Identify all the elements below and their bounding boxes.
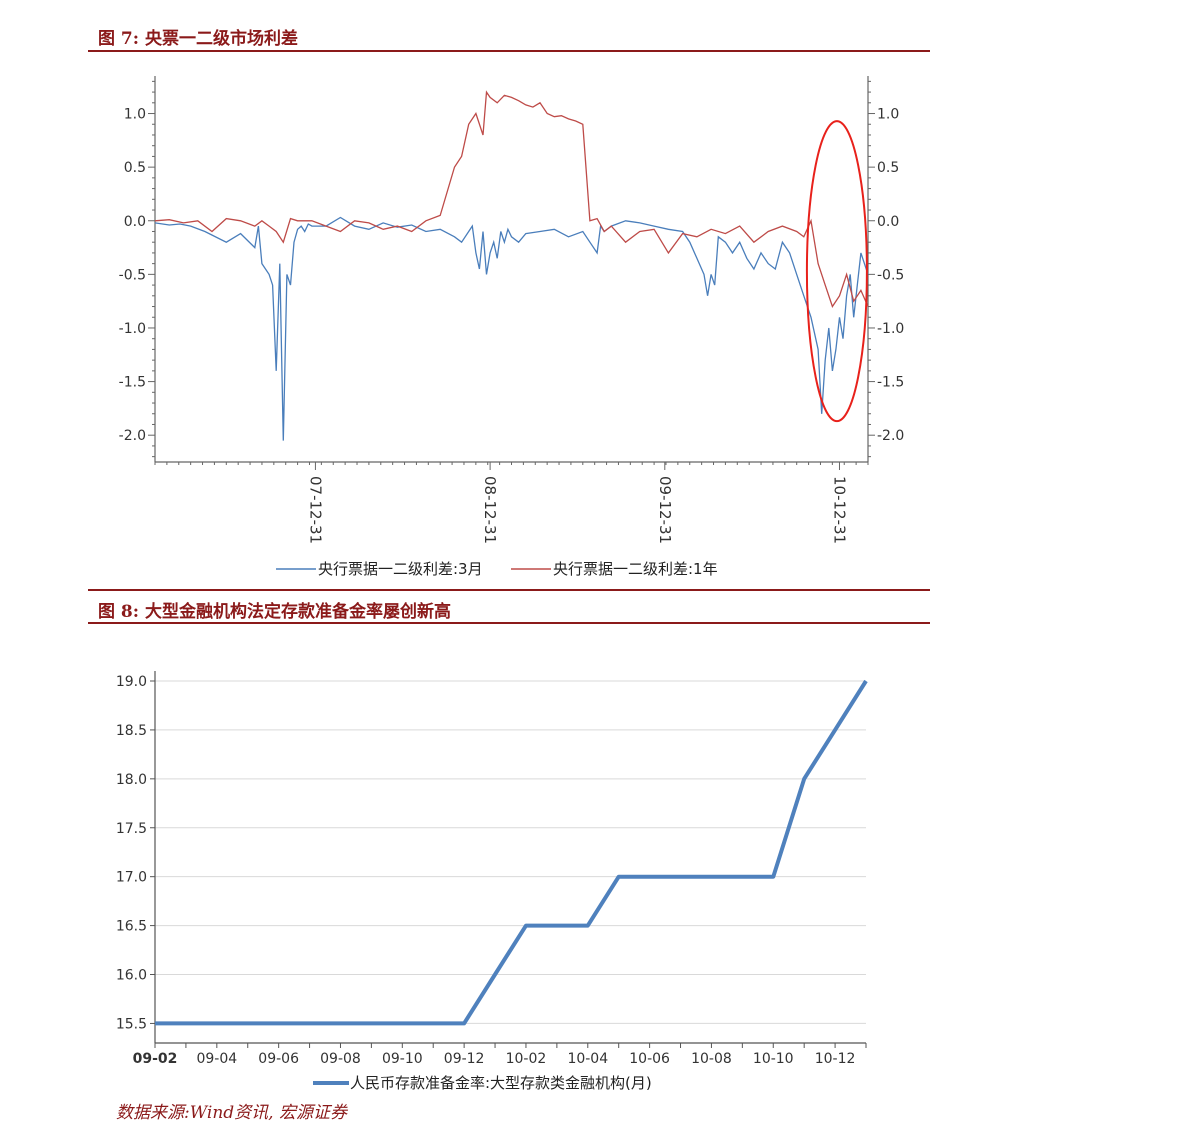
left-y-tick-label: 0.0 [124,214,146,230]
x-tick-label: 09-02 [133,1051,178,1067]
y-tick-label: 17.5 [116,821,147,837]
reserve-ratio-line [155,679,868,1026]
x-tick-label: 08-12-31 [481,476,499,544]
x-tick-label: 10-10 [753,1051,794,1067]
figure8-title-rule-top [88,589,930,591]
data-source-note: 数据来源:Wind资讯, 宏源证券 [116,1103,347,1123]
series-1y-line [154,90,869,308]
highlight-ellipse [805,120,868,423]
x-tick-label: 09-08 [320,1051,361,1067]
figure8-title: 图 8: 大型金融机构法定存款准备金率屡创新高 [98,602,451,622]
figure7-title-rule [88,50,930,52]
legend-label: 人民币存款准备金率:大型存款类金融机构(月) [350,1074,652,1092]
legend-3m-label: 央行票据一二级利差:3月 [318,560,483,578]
left-y-tick-label: -0.5 [119,267,146,283]
right-y-tick-label: 0.5 [877,160,899,176]
left-y-tick-label: 1.0 [124,107,146,123]
x-tick-label: 10-08 [691,1051,732,1067]
right-y-tick-label: -2.0 [877,428,904,444]
x-tick-label: 10-12-31 [830,476,848,544]
y-tick-label: 16.5 [116,919,147,935]
series-3m-line [154,216,869,441]
figure8-chart: 19.0 18.5 18.0 17.5 17.0 16.5 16.0 15.5 09-02 09-… [116,671,868,1092]
left-y-tick-label: -1.0 [119,321,146,337]
y-tick-label: 15.5 [116,1016,147,1032]
legend-1y-label: 央行票据一二级利差:1年 [553,560,718,578]
x-tick-label: 09-12 [444,1051,485,1067]
y-tick-label: 18.5 [116,723,147,739]
left-y-tick-label: -1.5 [119,375,146,391]
x-tick-label: 10-12 [815,1051,856,1067]
y-tick-label: 19.0 [116,674,147,690]
right-y-tick-label: 0.0 [877,214,899,230]
x-tick-label: 09-10 [382,1051,423,1067]
right-y-tick-label: -1.0 [877,321,904,337]
right-y-tick-label: -0.5 [877,267,904,283]
x-tick-label: 10-04 [567,1051,608,1067]
figure7-chart: 1.0 1.0 0.5 0.5 0.0 0.0 -0.5 -0.5 -1.0 -1.0 -1.5 -1… [119,76,904,578]
y-tick-label: 18.0 [116,772,147,788]
y-tick-label: 17.0 [116,870,147,886]
y-tick-label: 16.0 [116,968,147,984]
x-tick-label: 07-12-31 [306,476,324,544]
x-tick-label: 09-12-31 [656,476,674,544]
x-tick-label: 10-06 [629,1051,670,1067]
figure7-title: 图 7: 央票一二级市场利差 [98,29,298,49]
x-tick-label: 10-02 [506,1051,547,1067]
left-y-tick-label: 0.5 [124,160,146,176]
right-y-tick-label: -1.5 [877,375,904,391]
right-y-tick-label: 1.0 [877,107,899,123]
figure8-title-rule-bottom [88,622,930,624]
left-y-tick-label: -2.0 [119,428,146,444]
x-tick-label: 09-06 [258,1051,299,1067]
x-tick-label: 09-04 [196,1051,237,1067]
